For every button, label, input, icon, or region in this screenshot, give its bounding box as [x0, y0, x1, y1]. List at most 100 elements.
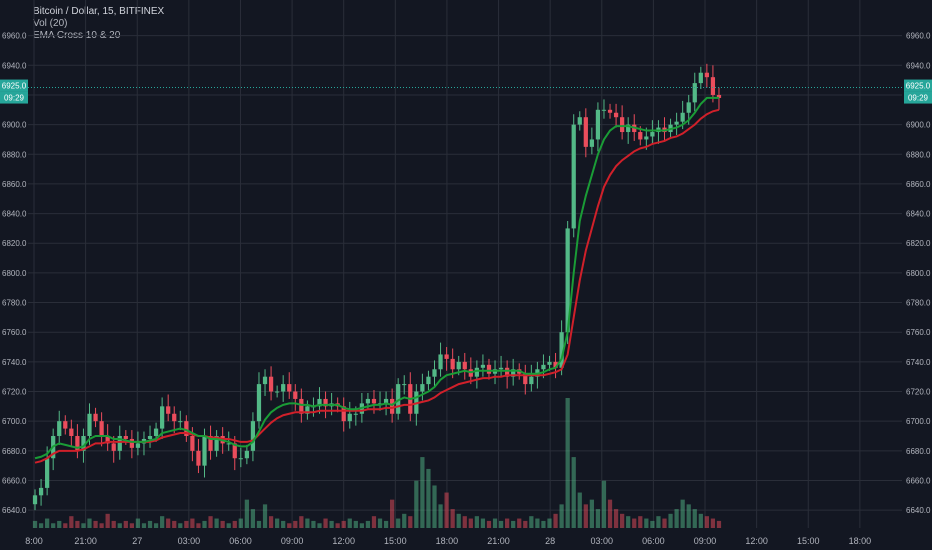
volume-bar — [390, 499, 395, 528]
volume-bar — [147, 520, 153, 528]
candle-body — [32, 495, 38, 505]
candle-body — [450, 358, 455, 370]
time-badge — [0, 91, 28, 104]
volume-bar — [680, 499, 685, 528]
volume-bar — [117, 523, 122, 528]
y-tick-label-left: 6760.0 — [2, 328, 27, 337]
candle-body — [238, 458, 243, 460]
volume-bar — [638, 516, 643, 528]
candle-body — [644, 136, 649, 140]
volume-bar — [456, 513, 461, 528]
candle-body — [196, 450, 201, 466]
volume-bar — [601, 480, 607, 528]
candle-body — [444, 354, 449, 359]
volume-bar — [281, 520, 286, 528]
candle-body — [99, 421, 104, 436]
y-tick-label-left: 6780.0 — [2, 299, 27, 308]
volume-bar — [377, 518, 383, 528]
volume-bar — [99, 523, 104, 528]
candle-body — [172, 413, 177, 422]
candle-body — [704, 72, 709, 78]
candle-body — [426, 376, 431, 385]
candle-body — [111, 443, 116, 451]
volume-bar — [347, 518, 352, 528]
volume-bar — [135, 518, 141, 528]
volume-bar — [275, 518, 280, 528]
volume-bar — [607, 499, 613, 528]
candle-body — [698, 72, 703, 84]
current-price-line: 6925.0 09:29 6925.0 09:29 — [0, 79, 932, 104]
y-tick-label-left: 6680.0 — [2, 447, 27, 456]
candle-body — [166, 406, 171, 414]
candle-body — [105, 436, 110, 444]
volume-bar — [698, 513, 703, 528]
volume-bar — [371, 516, 377, 528]
candle-body — [268, 376, 274, 392]
volume-bar — [426, 468, 431, 528]
candle-body — [202, 436, 207, 466]
y-tick-label-right: 6720.0 — [906, 388, 931, 397]
volume-bar — [686, 504, 691, 528]
candle-body — [571, 124, 576, 229]
candle-body — [710, 77, 716, 95]
volume-bar — [704, 516, 709, 528]
volume-bar — [565, 398, 570, 528]
candle-body — [462, 361, 467, 370]
volume-bar — [541, 520, 546, 528]
y-tick-label-right: 6780.0 — [906, 299, 931, 308]
volume-bar — [81, 523, 86, 528]
candle-body — [553, 361, 558, 368]
volume-bar — [589, 499, 594, 528]
volume-bar — [335, 523, 340, 528]
ema-20-line — [34, 108, 720, 464]
y-tick-label-right: 6860.0 — [906, 180, 931, 189]
volume-bar — [505, 518, 510, 528]
volume-bar — [626, 516, 631, 528]
candle-body — [498, 367, 504, 370]
candles — [32, 63, 722, 511]
candle-body — [716, 94, 722, 98]
candle-body — [613, 112, 619, 118]
candle-body — [305, 406, 310, 414]
candle-body — [595, 109, 601, 140]
volume-bar — [571, 457, 576, 528]
candle-body — [226, 443, 231, 445]
y-axis-left: 6960.06940.06920.06900.06880.06860.06840… — [2, 32, 27, 515]
candle-body — [87, 413, 92, 436]
volume-bar — [57, 520, 62, 528]
volume-bar — [305, 518, 310, 528]
volume-bar — [341, 520, 346, 528]
time-badge-value: 09:29 — [4, 94, 25, 103]
volume-bar — [656, 516, 661, 528]
x-tick-label: 06:00 — [229, 536, 252, 546]
x-tick-label: 15:00 — [797, 536, 820, 546]
volume-bar — [553, 513, 558, 528]
candle-body — [63, 421, 68, 429]
candle-body — [347, 413, 352, 422]
candle-body — [153, 428, 159, 436]
candle-body — [281, 384, 286, 392]
y-tick-label-right: 6760.0 — [906, 328, 931, 337]
volume-bar — [202, 520, 207, 528]
x-tick-label: 18:00 — [436, 536, 459, 546]
candle-body — [232, 443, 237, 459]
candle-body — [365, 398, 371, 404]
candle-body — [190, 436, 195, 451]
volume-bar — [462, 516, 467, 528]
candle-body — [57, 421, 62, 436]
x-tick-label: 09:00 — [281, 536, 304, 546]
candle-body — [402, 384, 407, 386]
volume-bar — [674, 509, 679, 528]
volume-bar — [160, 516, 165, 528]
candle-body — [474, 367, 479, 377]
candle-body — [38, 487, 44, 496]
candle-body — [565, 228, 570, 333]
price-badge — [0, 79, 28, 92]
y-tick-label-right: 6800.0 — [906, 269, 931, 278]
volume-bar — [287, 523, 292, 528]
volume-bar — [129, 523, 134, 528]
volume-bar — [172, 520, 177, 528]
volume-bar — [353, 520, 358, 528]
chart-grid — [28, 0, 902, 528]
